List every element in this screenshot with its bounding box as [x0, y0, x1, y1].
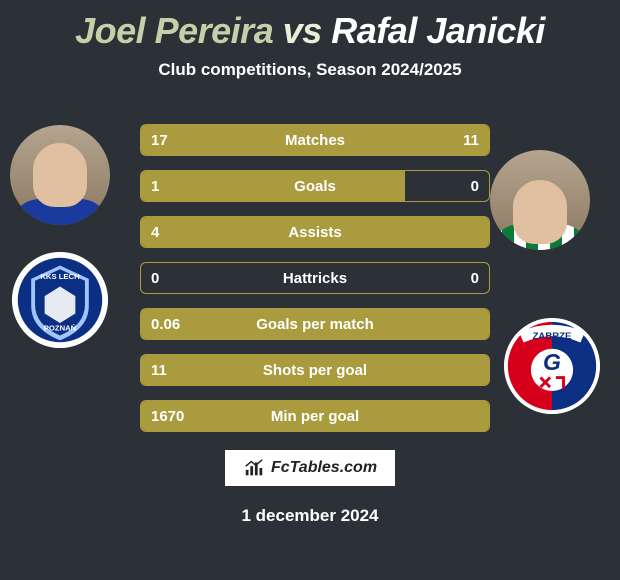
metric-label: Goals	[141, 178, 489, 195]
metric-row: 11Shots per goal	[140, 354, 490, 386]
page-title: Joel Pereira vs Rafal Janicki	[0, 0, 620, 52]
vs-text: vs	[283, 10, 322, 51]
metric-row: 4Assists	[140, 216, 490, 248]
value-right: 0	[471, 270, 489, 287]
metric-label: Goals per match	[141, 316, 489, 333]
metric-row: 0.06Goals per match	[140, 308, 490, 340]
player1-photo	[10, 125, 110, 225]
svg-text:POZNAŃ: POZNAŃ	[44, 324, 77, 333]
subtitle: Club competitions, Season 2024/2025	[0, 60, 620, 80]
metric-label: Min per goal	[141, 408, 489, 425]
metric-label: Assists	[141, 224, 489, 241]
chart-icon	[243, 457, 265, 479]
svg-text:KKS LECH: KKS LECH	[40, 272, 80, 281]
metric-row: 1670Min per goal	[140, 400, 490, 432]
metric-row: 0Hattricks0	[140, 262, 490, 294]
brand-badge: FcTables.com	[225, 450, 395, 486]
metric-label: Matches	[141, 132, 489, 149]
svg-text:ZABRZE: ZABRZE	[533, 331, 572, 342]
metric-label: Shots per goal	[141, 362, 489, 379]
gornik-zabrze-crest-icon: ZABRZE G	[504, 318, 600, 414]
player1-name: Joel Pereira	[75, 10, 273, 51]
date-text: 1 december 2024	[0, 506, 620, 526]
metric-rows: 17Matches111Goals04Assists0Hattricks00.0…	[140, 124, 490, 446]
lech-poznan-crest-icon: KKS LECH POZNAŃ	[12, 252, 108, 348]
metric-row: 1Goals0	[140, 170, 490, 202]
value-right: 0	[471, 178, 489, 195]
player2-club-badge: ZABRZE G	[504, 318, 600, 414]
metric-row: 17Matches11	[140, 124, 490, 156]
metric-label: Hattricks	[141, 270, 489, 287]
svg-text:G: G	[543, 349, 561, 375]
value-right: 11	[463, 132, 489, 149]
player2-name: Rafal Janicki	[331, 10, 545, 51]
player1-club-badge: KKS LECH POZNAŃ	[12, 252, 108, 348]
player2-photo	[490, 150, 590, 250]
comparison-panel: KKS LECH POZNAŃ ZABRZE G 17Matches11 1Goa…	[0, 100, 620, 560]
brand-text: FcTables.com	[271, 459, 377, 477]
